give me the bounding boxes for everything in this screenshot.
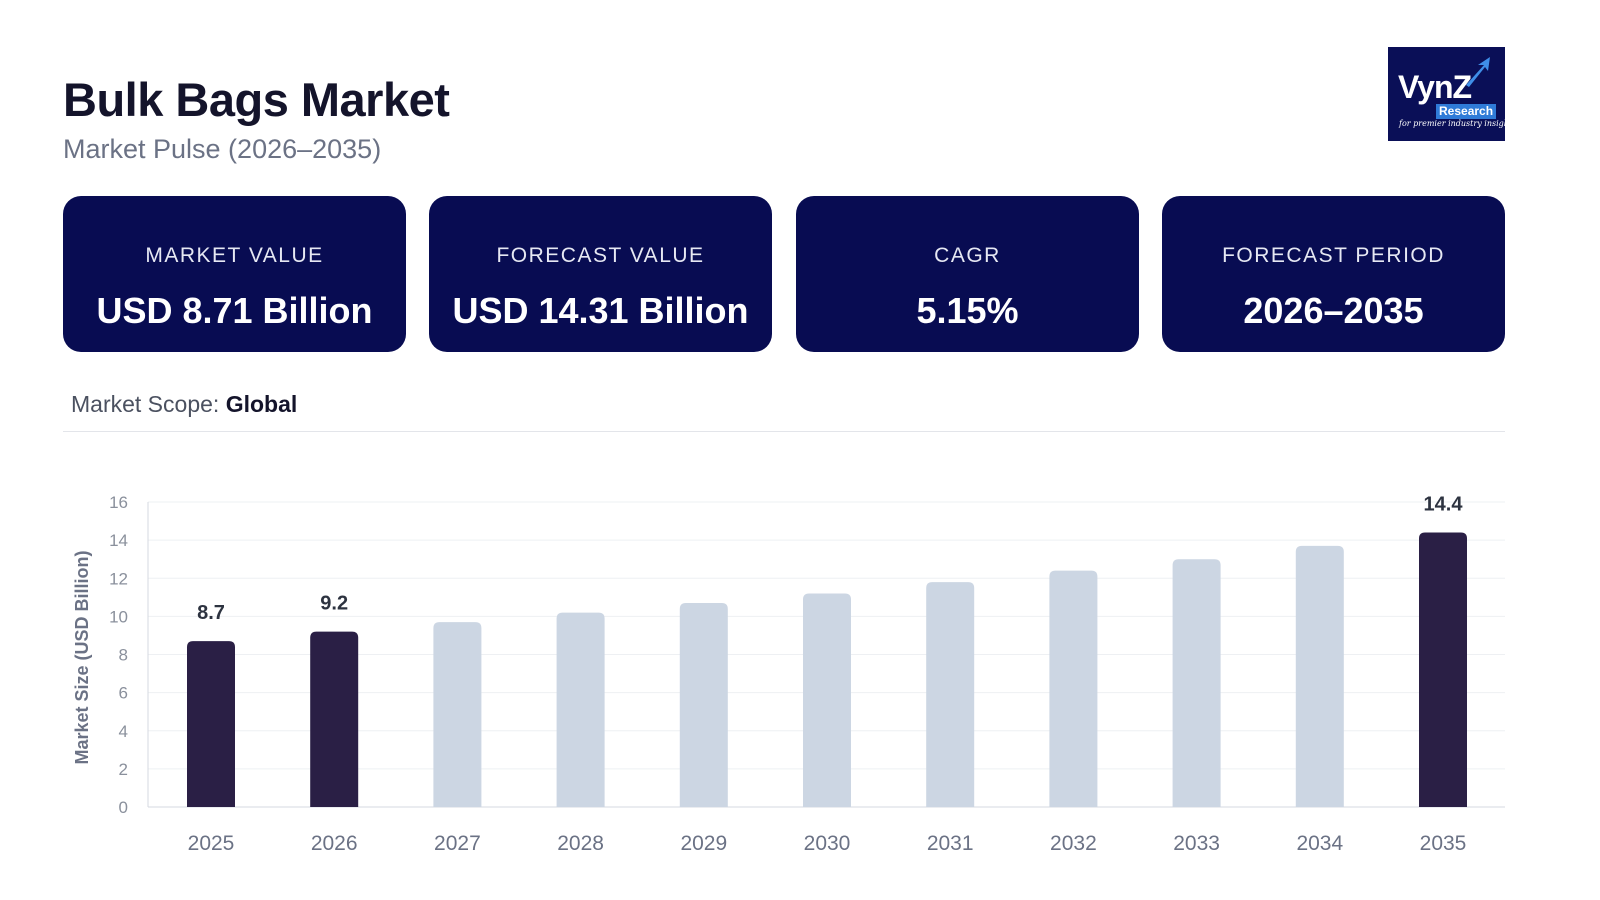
x-tick-label: 2031 <box>927 832 974 855</box>
kpi-value: USD 14.31 Billion <box>452 290 749 331</box>
x-tick-label: 2028 <box>557 832 604 855</box>
x-tick-label: 2030 <box>804 832 851 855</box>
kpi-card-forecast-period: FORECAST PERIOD 2026–2035 <box>1162 196 1505 352</box>
company-logo: VynZ Research for premier industry insig… <box>1388 47 1516 141</box>
y-tick-label: 14 <box>109 531 128 550</box>
data-label: 9.2 <box>320 593 348 615</box>
logo-tagline: for premier industry insights <box>1399 119 1517 128</box>
kpi-label: FORECAST PERIOD <box>1222 244 1445 267</box>
market-scope: Market Scope: Global <box>71 391 297 418</box>
logo-wordmark: VynZ <box>1398 69 1472 105</box>
y-tick-label: 4 <box>119 722 128 741</box>
kpi-value: 2026–2035 <box>1243 290 1424 331</box>
y-tick-label: 6 <box>119 684 128 703</box>
y-axis-title: Market Size (USD Billion) <box>72 550 92 764</box>
bar <box>926 582 975 807</box>
market-scope-value: Global <box>225 391 298 417</box>
y-tick-label: 8 <box>119 646 128 665</box>
page-title: Bulk Bags Market <box>63 73 450 126</box>
bar <box>1172 559 1221 807</box>
x-tick-label: 2026 <box>311 832 358 855</box>
x-tick-label: 2033 <box>1173 832 1220 855</box>
kpi-value: 5.15% <box>916 290 1019 331</box>
bar <box>1049 570 1098 807</box>
bar <box>1419 532 1467 807</box>
data-label: 8.7 <box>197 602 225 624</box>
x-tick-label: 2032 <box>1050 832 1097 855</box>
section-divider <box>63 431 1505 432</box>
x-tick-label: 2025 <box>188 832 235 855</box>
bar <box>187 641 235 807</box>
data-label: 14.4 <box>1424 494 1464 516</box>
y-tick-label: 16 <box>109 493 128 512</box>
page-subtitle: Market Pulse (2026–2035) <box>63 134 382 164</box>
x-tick-label: 2035 <box>1420 832 1467 855</box>
y-tick-label: 10 <box>109 607 128 626</box>
bar <box>1295 545 1344 807</box>
kpi-label: CAGR <box>934 244 1001 267</box>
bar <box>679 603 728 807</box>
logo-arrow-icon <box>1466 57 1490 87</box>
bar <box>310 631 359 807</box>
x-tick-label: 2034 <box>1296 832 1343 855</box>
x-tick-label: 2027 <box>434 832 481 855</box>
kpi-card-market-value: MARKET VALUE USD 8.71 Billion <box>63 196 406 352</box>
y-tick-label: 2 <box>119 760 128 779</box>
market-scope-label: Market Scope: <box>71 391 220 417</box>
y-tick-label: 0 <box>119 798 128 817</box>
kpi-label: MARKET VALUE <box>145 244 324 267</box>
kpi-card-cagr: CAGR 5.15% <box>796 196 1139 352</box>
bar <box>803 593 851 807</box>
x-tick-label: 2029 <box>680 832 727 855</box>
bar <box>556 612 605 807</box>
y-tick-label: 12 <box>109 569 128 588</box>
kpi-value: USD 8.71 Billion <box>96 290 373 331</box>
kpi-card-forecast-value: FORECAST VALUE USD 14.31 Billion <box>429 196 772 352</box>
bar <box>433 622 482 807</box>
kpi-label: FORECAST VALUE <box>496 244 705 267</box>
logo-research-badge: Research <box>1436 104 1497 119</box>
